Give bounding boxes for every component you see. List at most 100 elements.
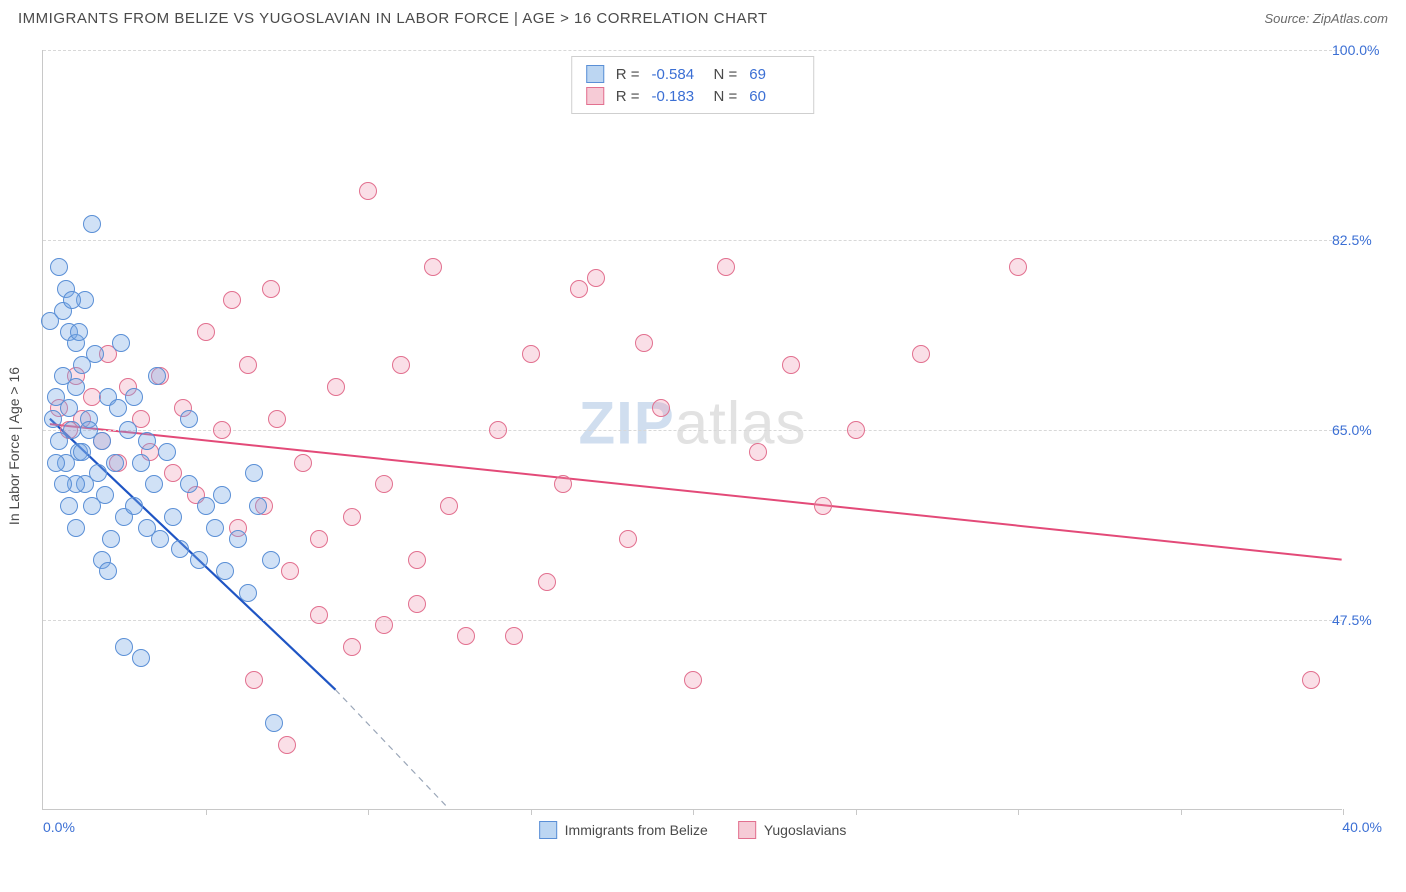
scatter-point-belize [67,519,85,537]
stats-box: R = -0.584 N = 69 R = -0.183 N = 60 [571,56,815,114]
scatter-point-yugo [408,551,426,569]
x-tick [368,809,369,815]
scatter-point-belize [67,334,85,352]
scatter-point-yugo [570,280,588,298]
scatter-point-yugo [684,671,702,689]
scatter-point-belize [60,399,78,417]
scatter-point-belize [171,540,189,558]
scatter-point-belize [249,497,267,515]
header: IMMIGRANTS FROM BELIZE VS YUGOSLAVIAN IN… [0,0,1406,35]
scatter-point-belize [70,443,88,461]
scatter-point-belize [76,475,94,493]
gridline [43,430,1342,431]
scatter-point-belize [41,312,59,330]
swatch-belize [586,65,604,83]
scatter-point-belize [73,443,91,461]
watermark: ZIPatlas [578,388,806,457]
scatter-point-belize [106,454,124,472]
scatter-point-belize [50,432,68,450]
scatter-point-yugo [268,410,286,428]
scatter-point-yugo [408,595,426,613]
scatter-point-yugo [440,497,458,515]
scatter-point-yugo [119,378,137,396]
scatter-point-belize [112,334,130,352]
scatter-point-belize [47,388,65,406]
scatter-point-belize [125,388,143,406]
scatter-point-yugo [912,345,930,363]
scatter-point-belize [60,323,78,341]
belize-R-value: -0.584 [652,66,702,83]
stats-row-belize: R = -0.584 N = 69 [586,63,800,85]
scatter-point-yugo [392,356,410,374]
scatter-point-belize [54,302,72,320]
scatter-point-yugo [505,627,523,645]
legend-swatch-belize [539,821,557,839]
legend-label-belize: Immigrants from Belize [565,822,708,838]
legend: Immigrants from Belize Yugoslavians [539,821,847,839]
scatter-point-belize [206,519,224,537]
scatter-point-yugo [164,464,182,482]
scatter-point-yugo [93,432,111,450]
x-tick [1181,809,1182,815]
scatter-point-yugo [343,508,361,526]
legend-item-yugo: Yugoslavians [738,821,847,839]
scatter-point-yugo [343,638,361,656]
N-label: N = [714,88,738,105]
legend-item-belize: Immigrants from Belize [539,821,708,839]
scatter-point-belize [99,562,117,580]
scatter-point-yugo [132,410,150,428]
scatter-point-belize [115,508,133,526]
scatter-point-yugo [457,627,475,645]
gridline [43,240,1342,241]
scatter-point-belize [262,551,280,569]
swatch-yugo [586,87,604,105]
watermark-atlas: atlas [675,389,807,456]
scatter-point-belize [180,410,198,428]
legend-label-yugo: Yugoslavians [764,822,847,838]
y-tick-label: 65.0% [1332,422,1392,438]
scatter-point-belize [60,497,78,515]
N-label: N = [714,66,738,83]
scatter-point-yugo [245,671,263,689]
scatter-point-belize [138,519,156,537]
scatter-point-belize [145,475,163,493]
scatter-point-yugo [359,182,377,200]
scatter-point-belize [80,410,98,428]
scatter-point-belize [93,551,111,569]
R-label: R = [616,66,640,83]
scatter-point-belize [50,258,68,276]
scatter-point-belize [54,475,72,493]
legend-swatch-yugo [738,821,756,839]
scatter-point-belize [229,530,247,548]
x-tick [531,809,532,815]
scatter-point-belize [245,464,263,482]
scatter-point-yugo [717,258,735,276]
scatter-point-belize [216,562,234,580]
R-label: R = [616,88,640,105]
chart-title: IMMIGRANTS FROM BELIZE VS YUGOSLAVIAN IN… [18,10,768,27]
scatter-point-belize [70,323,88,341]
y-axis-label: In Labor Force | Age > 16 [6,367,22,525]
x-tick [206,809,207,815]
gridline [43,620,1342,621]
scatter-point-yugo [151,367,169,385]
scatter-point-belize [148,367,166,385]
scatter-point-yugo [1009,258,1027,276]
scatter-point-belize [44,410,62,428]
stats-row-yugo: R = -0.183 N = 60 [586,85,800,107]
x-tick [856,809,857,815]
x-axis-min-label: 0.0% [43,819,75,835]
scatter-point-belize [151,530,169,548]
scatter-point-yugo [50,399,68,417]
scatter-point-yugo [538,573,556,591]
scatter-point-belize [102,530,120,548]
scatter-point-yugo [424,258,442,276]
scatter-point-belize [57,454,75,472]
scatter-point-belize [99,388,117,406]
scatter-point-belize [180,475,198,493]
belize-N-value: 69 [749,66,799,83]
scatter-point-belize [47,454,65,472]
yugo-R-value: -0.183 [652,88,702,105]
scatter-point-yugo [109,454,127,472]
plot-area: ZIPatlas R = -0.584 N = 69 R = -0.183 N … [42,50,1342,810]
